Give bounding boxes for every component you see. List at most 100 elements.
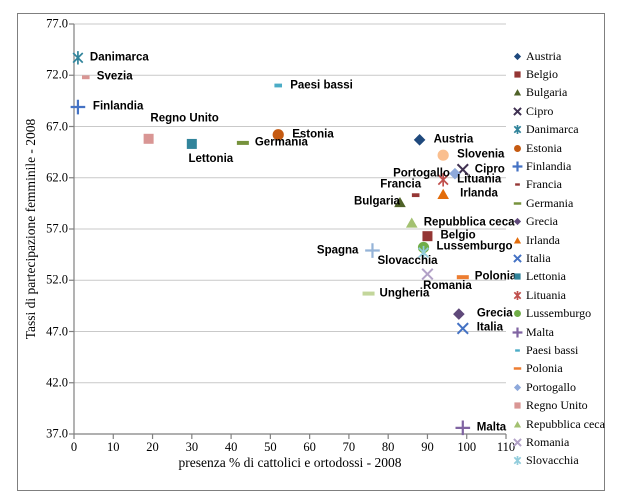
legend-label: Paesi bassi	[526, 342, 579, 357]
y-tick-label: 52.0	[46, 272, 68, 287]
legend-item-cipro: Cipro	[511, 102, 605, 120]
legend-marker-x-icon	[513, 254, 522, 263]
legend-marker-star-icon	[513, 125, 522, 135]
marker-romania	[421, 268, 434, 281]
legend-item-germania: Germania	[511, 194, 605, 212]
point-label-finlandia: Finlandia	[92, 100, 144, 113]
marker-malta	[455, 420, 471, 436]
legend-label: Austria	[526, 48, 562, 63]
marker-repubblica-ceca	[405, 217, 418, 228]
legend-item-finlandia: Finlandia	[511, 157, 605, 175]
legend-label: Grecia	[526, 214, 558, 229]
point-label-regno-unito: Regno Unito	[150, 112, 219, 125]
marker-grecia	[453, 308, 465, 320]
marker-germania	[236, 140, 249, 145]
marker-slovenia	[437, 149, 449, 161]
legend-item-malta: Malta	[511, 323, 605, 341]
legend-marker-dash-icon	[513, 202, 522, 205]
x-axis-title: presenza % di cattolici e ortodossi - 20…	[178, 455, 402, 470]
legend-item-polonia: Polonia	[511, 360, 605, 378]
x-tick-label: 70	[342, 440, 356, 454]
marker-ungheria	[362, 291, 375, 296]
legend-item-lussemburgo: Lussemburgo	[511, 304, 605, 322]
marker-estonia	[272, 129, 284, 141]
legend-label: Germania	[526, 195, 574, 210]
y-tick-label: 57.0	[46, 221, 68, 236]
legend-marker-triangle-icon	[513, 420, 522, 427]
legend-marker-square-icon	[514, 71, 521, 78]
point-label-francia: Francia	[380, 178, 422, 191]
legend-marker-star-icon	[513, 456, 522, 466]
legend-label: Lettonia	[526, 269, 566, 284]
legend-label: Lituania	[526, 287, 566, 302]
point-label-ungheria: Ungheria	[379, 286, 430, 299]
x-tick-label: 30	[185, 440, 199, 454]
legend-item-portogallo: Portogallo	[511, 378, 605, 396]
legend-label: Portogallo	[526, 379, 576, 394]
legend-marker-plus-icon	[512, 161, 523, 172]
legend-marker-x-icon	[513, 107, 522, 116]
x-tick-label: 80	[381, 440, 395, 454]
marker-portogallo	[449, 167, 461, 180]
legend-marker-circle-icon	[514, 310, 521, 318]
legend-label: Repubblica ceca	[526, 416, 605, 431]
x-tick-label: 20	[146, 440, 159, 454]
legend: Austria Belgio Bulgaria Cipro Danimarca Eston…	[511, 47, 605, 470]
marker-lituania	[437, 173, 449, 187]
legend-label: Bulgaria	[526, 85, 568, 100]
legend-marker-plus-icon	[512, 327, 523, 337]
x-tick-label: 60	[303, 440, 316, 454]
legend-item-italia: Italia	[511, 249, 605, 267]
legend-marker-square-icon	[514, 273, 521, 280]
y-tick-label: 42.0	[46, 375, 68, 390]
marker-lettonia	[186, 138, 197, 149]
marker-regno-unito	[143, 133, 154, 144]
marker-slovacchia	[418, 245, 429, 260]
legend-label: Cipro	[526, 103, 554, 118]
legend-item-lituania: Lituania	[511, 286, 605, 304]
marker-bulgaria	[394, 196, 406, 208]
legend-item-grecia: Grecia	[511, 213, 605, 231]
legend-marker-x-icon	[513, 438, 522, 447]
legend-label: Slovacchia	[526, 453, 579, 468]
point-label-paesi-bassi: Paesi bassi	[290, 78, 353, 91]
y-tick-label: 67.0	[46, 119, 68, 133]
chart-frame	[17, 13, 605, 491]
marker-danimarca	[72, 51, 84, 65]
x-tick-label: 10	[107, 440, 120, 454]
legend-item-francia: Francia	[511, 176, 605, 194]
point-label-slovacchia: Slovacchia	[377, 254, 438, 267]
y-tick-label: 77.0	[46, 16, 68, 31]
legend-item-austria: Austria	[511, 47, 605, 65]
legend-item-slovacchia: Slovacchia	[511, 452, 605, 470]
x-tick-label: 100	[457, 440, 477, 454]
legend-marker-circle-icon	[514, 144, 521, 152]
x-tick-label: 0	[70, 440, 78, 454]
legend-label: Belgio	[526, 67, 558, 82]
legend-item-estonia: Estonia	[511, 139, 605, 157]
marker-belgio	[422, 231, 433, 242]
legend-marker-star-icon	[513, 290, 522, 300]
point-label-estonia: Estonia	[292, 127, 334, 140]
legend-marker-dash-icon	[513, 367, 522, 371]
marker-spagna	[365, 243, 380, 258]
legend-label: Danimarca	[526, 122, 579, 137]
marker-svezia	[81, 75, 90, 80]
legend-marker-diamond-icon	[513, 383, 522, 391]
legend-label: Regno Unito	[526, 398, 588, 413]
point-label-cipro: Cipro	[474, 162, 505, 175]
legend-label: Francia	[526, 177, 562, 192]
point-label-lettonia: Lettonia	[188, 152, 234, 165]
x-tick-label: 90	[421, 440, 434, 454]
point-label-irlanda: Irlanda	[460, 187, 498, 200]
y-tick-label: 47.0	[46, 324, 68, 338]
legend-marker-diamond-icon	[513, 52, 522, 60]
legend-item-repubblica-ceca: Repubblica ceca	[511, 415, 605, 433]
legend-item-paesi-bassi: Paesi bassi	[511, 341, 605, 359]
legend-marker-diamond-icon	[513, 218, 522, 226]
legend-label: Polonia	[526, 361, 563, 376]
marker-francia	[411, 193, 420, 198]
legend-item-irlanda: Irlanda	[511, 231, 605, 249]
